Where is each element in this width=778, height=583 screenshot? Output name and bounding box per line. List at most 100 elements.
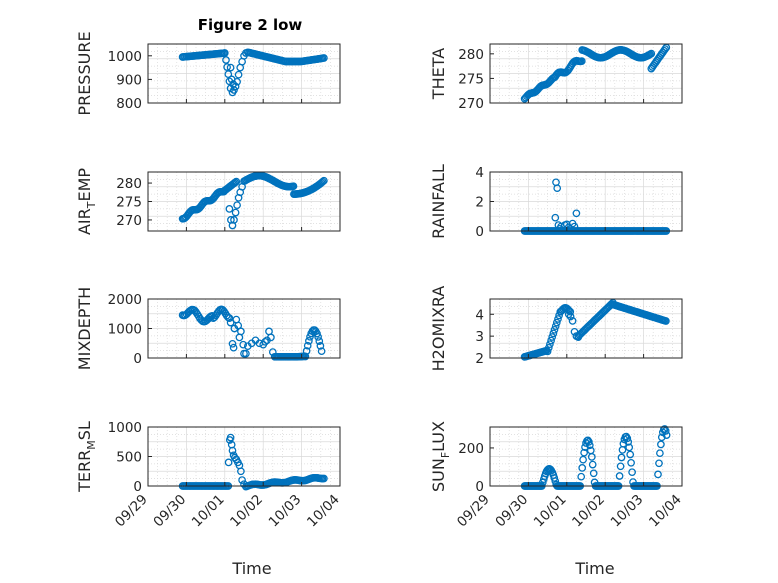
data-point: [313, 329, 321, 338]
y-tick-label: 3: [475, 329, 484, 345]
data-point: [261, 337, 269, 346]
y-tick-label: 900: [116, 72, 142, 88]
data-point: [231, 178, 240, 187]
data-point: [225, 205, 234, 213]
data-point: [220, 49, 229, 57]
axes-box: [489, 426, 683, 487]
data-point: [588, 460, 597, 469]
axes-box: [147, 43, 341, 104]
xlabel-left: Time: [231, 559, 271, 578]
y-axis-label-rest: EMP: [75, 168, 94, 202]
x-tick-label: 10/04: [304, 492, 343, 531]
y-tick-label: 800: [116, 96, 142, 112]
data-point: [225, 314, 234, 322]
x-tick-label: 09/30: [492, 492, 531, 531]
y-axis-label: TERRMSL: [75, 421, 98, 493]
data-point: [226, 433, 235, 442]
data-point: [228, 446, 237, 455]
x-tick-label: 09/29: [112, 492, 151, 531]
subplot-h2omixra: 4 3 2 H2OMIXRA: [429, 286, 683, 371]
axes-box: [489, 298, 683, 359]
x-tick-label: 10/04: [646, 492, 685, 531]
data-point: [568, 317, 577, 325]
y-tick-label: 1000: [108, 322, 142, 338]
data-point: [619, 439, 628, 448]
y-axis-label: RAINFALL: [429, 164, 448, 239]
y-axis-label-main: TERR: [75, 450, 94, 493]
data-point: [544, 343, 553, 352]
y-axis-label-subscript: T: [85, 201, 98, 209]
y-tick-label: 275: [458, 71, 484, 87]
data-point: [226, 318, 235, 327]
data-point: [224, 458, 233, 467]
data-point: [320, 176, 328, 185]
y-tick-label: 2: [475, 195, 484, 211]
data-point: [662, 431, 671, 439]
data-point: [303, 341, 312, 350]
y-axis-label: AIRTEMP: [75, 168, 98, 235]
data-point: [232, 177, 241, 186]
data-point: [551, 322, 560, 331]
xlabel-right: Time: [574, 559, 614, 578]
data-point: [228, 339, 237, 348]
data-point: [302, 347, 311, 355]
y-tick-label: 280: [116, 176, 142, 192]
x-tick-label: 10/02: [227, 492, 266, 531]
y-axis-label-rest: SL: [75, 421, 94, 440]
y-axis-label-main: AIR: [75, 208, 94, 235]
data-point: [224, 70, 233, 79]
y-tick-label: 4: [475, 307, 484, 323]
data-point: [615, 472, 624, 480]
data-point: [233, 77, 241, 86]
data-point: [628, 468, 636, 477]
y-axis-label-subscript: F: [439, 452, 452, 458]
data-point: [238, 476, 246, 484]
data-point: [577, 57, 586, 65]
data-point: [579, 455, 587, 464]
data-point: [585, 438, 593, 446]
data-point: [242, 349, 250, 358]
data-point: [317, 347, 326, 356]
y-axis-label-main: SUN: [429, 458, 448, 492]
y-tick-label: 0: [475, 224, 484, 240]
data-point: [570, 222, 579, 231]
data-point: [662, 317, 670, 325]
data-point: [552, 318, 561, 327]
y-axis-label: PRESSURE: [75, 31, 94, 115]
data-point: [230, 216, 238, 224]
data-point: [587, 453, 596, 461]
data-point: [627, 458, 635, 467]
data-point: [231, 208, 240, 217]
data-point: [657, 440, 665, 449]
data-point: [585, 441, 594, 450]
data-point: [234, 70, 243, 79]
subplot-grid: 1000 900 800 PRESSURE 280 275 270 THETA 280 275 27…: [75, 31, 685, 530]
y-axis-label: MIXDEPTH: [75, 287, 94, 370]
y-tick-label: 0: [133, 479, 142, 495]
subplot-mixdepth: 2000 1000 0 MIXDEPTH: [75, 287, 341, 370]
x-tick-label: 09/30: [150, 492, 189, 531]
y-tick-label: 0: [475, 479, 484, 495]
data-point: [239, 340, 248, 349]
data-point: [661, 45, 669, 53]
data-point: [305, 337, 313, 345]
data-point: [647, 49, 656, 58]
data-point: [229, 343, 238, 352]
data-point: [549, 329, 558, 338]
data-point: [625, 443, 634, 452]
data-point: [580, 448, 588, 457]
data-point: [564, 305, 572, 314]
data-point: [289, 182, 298, 191]
data-point: [553, 184, 562, 193]
data-point: [222, 56, 230, 64]
y-tick-label: 1000: [108, 420, 142, 436]
data-point: [320, 54, 328, 62]
data-point: [233, 201, 241, 210]
x-tick-label: 10/03: [266, 492, 305, 531]
y-tick-label: 275: [116, 195, 142, 211]
data-point: [661, 427, 670, 435]
data-point: [237, 327, 245, 336]
data-point: [546, 340, 554, 349]
data-point: [226, 63, 235, 72]
y-axis-label-subscript: M: [85, 440, 98, 450]
